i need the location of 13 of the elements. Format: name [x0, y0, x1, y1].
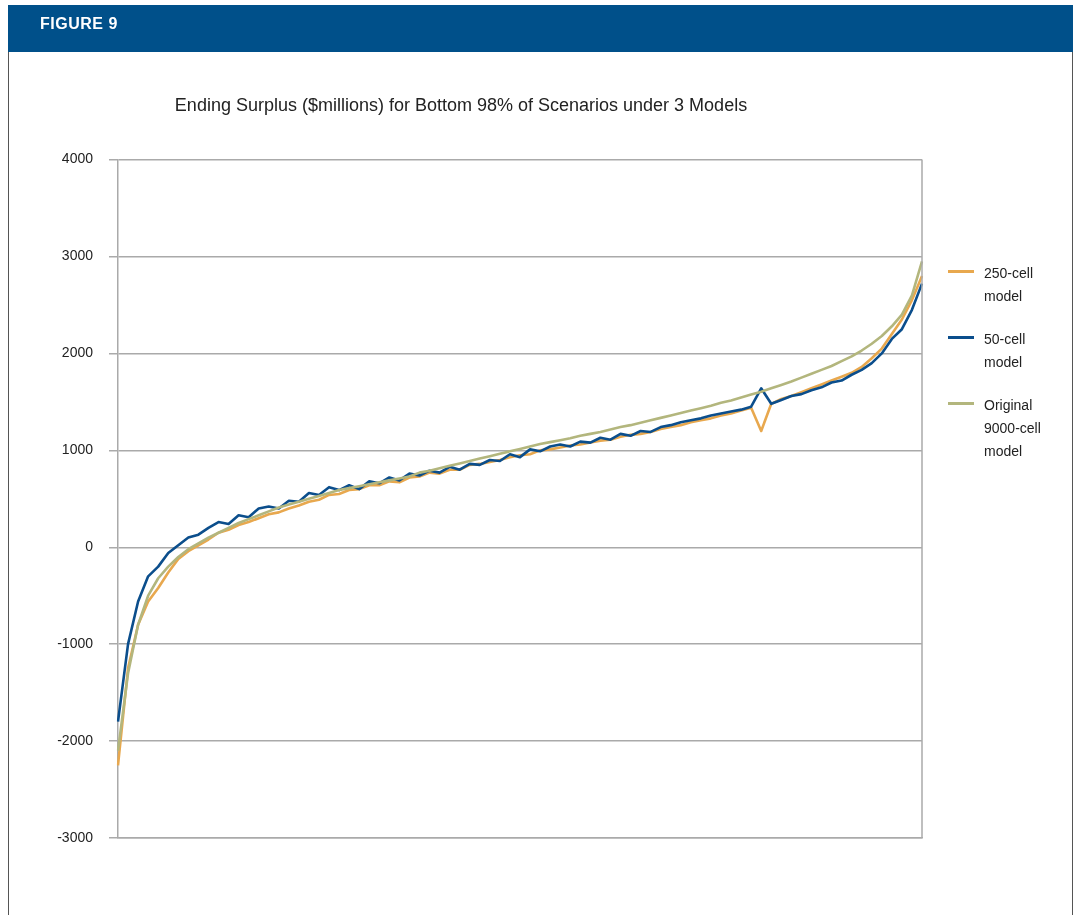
y-tick-label: -2000: [57, 731, 94, 748]
y-tick-label: 4000: [61, 150, 94, 167]
y-tick-label: 2000: [61, 344, 94, 361]
caption: FIGURE 9: [8, 5, 1073, 52]
y-tick-label: -1000: [57, 635, 94, 652]
legend-label: 250-cell model: [984, 264, 1035, 306]
y-tick-label: -3000: [57, 828, 94, 845]
y-tick-label: 1000: [61, 441, 94, 458]
legend-label: 50-cell model: [984, 330, 1027, 372]
chart-title: Ending Surplus ($millions) for Bottom 98% of Scenarios under 3 Models: [174, 94, 748, 115]
legend-label: Original 9000-cell model: [984, 396, 1042, 461]
y-tick-label: 3000: [61, 247, 94, 264]
y-tick-label: 0: [85, 538, 94, 555]
